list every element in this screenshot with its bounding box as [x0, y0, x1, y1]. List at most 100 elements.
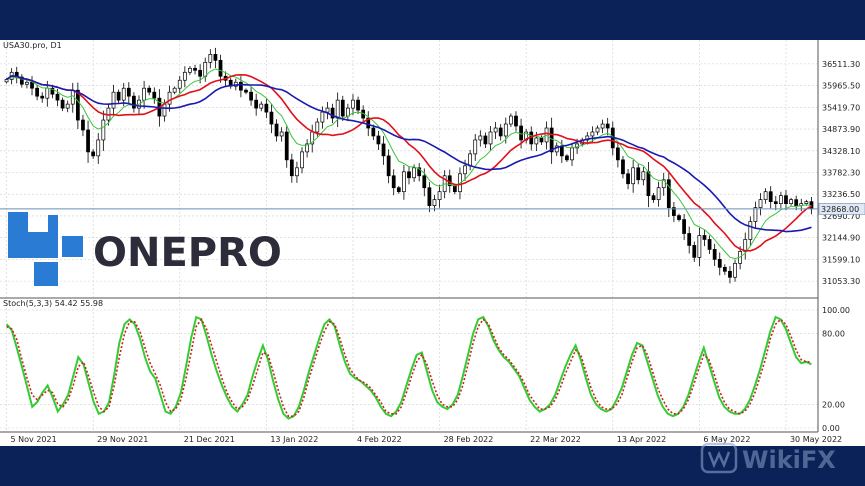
candle-body [381, 143, 386, 157]
current-price-box [818, 203, 865, 215]
candle-body [722, 266, 727, 272]
candle-body [407, 171, 411, 179]
candle-body [75, 89, 80, 121]
candle-body [687, 233, 692, 246]
price-tick-label: 33236.50 [822, 190, 860, 199]
candle-body [345, 107, 350, 117]
stoch-tick-label: 0.00 [822, 424, 840, 433]
candle-body [40, 95, 45, 99]
candle-body [330, 107, 335, 119]
candle-body [498, 127, 503, 137]
logo-mark-corner-square [34, 262, 58, 286]
candle-body [631, 167, 636, 185]
wikifx-watermark: WikiFX [700, 442, 836, 474]
candle-body [488, 131, 493, 145]
candle-body [728, 270, 732, 278]
candle-body [376, 135, 381, 145]
logo-mark-small-square [62, 236, 83, 257]
price-tick-label: 35965.50 [822, 82, 860, 91]
stochastic-lines [5, 315, 812, 420]
candle-body [91, 151, 96, 157]
candle-body [422, 175, 427, 189]
stoch-tick-label: 20.00 [822, 400, 845, 409]
candle-body [753, 207, 758, 222]
candle-body [177, 79, 182, 89]
candle-body [35, 87, 39, 97]
time-tick-label: 21 Dec 2021 [184, 435, 235, 444]
candle-body [366, 117, 371, 129]
time-tick-label: 13 Jan 2022 [270, 435, 318, 444]
candle-body [198, 69, 203, 77]
logo-text: ONEPRO [93, 230, 282, 276]
candle-body [81, 119, 85, 131]
price-tick-label: 35419.70 [822, 103, 860, 112]
candle-body [463, 165, 467, 175]
candle-body [25, 81, 29, 85]
price-tick-label: 33782.30 [822, 169, 860, 178]
candle-body [748, 221, 753, 240]
candle-body [432, 199, 437, 206]
candle-body [646, 171, 651, 197]
time-tick-label: 6 May 2022 [703, 435, 750, 444]
candle-body [605, 123, 610, 129]
candle-body [427, 187, 432, 206]
candle-body [167, 91, 172, 105]
candle-body [794, 199, 799, 206]
candle-body [96, 139, 101, 157]
candle-body [86, 129, 90, 153]
candle-body [147, 87, 152, 93]
price-grid [0, 63, 818, 429]
candle-body [315, 121, 320, 133]
time-tick-label: 30 May 2022 [790, 435, 842, 444]
candle-body [335, 99, 340, 119]
candle-body [274, 123, 279, 137]
price-tick-label: 34873.90 [822, 125, 860, 134]
candle-body [559, 145, 564, 157]
candle-body [437, 191, 442, 201]
candle-body [152, 91, 157, 99]
candle-body [473, 139, 478, 155]
candle-body [4, 79, 9, 83]
moving-averages [6, 68, 812, 260]
symbol-label: USA30.pro, D1 [3, 41, 62, 50]
chart-frame: 36511.30 35965.50 35419.70 34873.90 34328.10… [0, 40, 865, 446]
time-tick-label: 29 Nov 2021 [97, 435, 148, 444]
candle-body [733, 262, 737, 278]
logo-mark [8, 212, 58, 258]
time-tick-label: 4 Feb 2022 [357, 435, 402, 444]
candle-body [768, 191, 773, 202]
price-tick-label: 31053.30 [822, 277, 860, 286]
candle-body [264, 103, 269, 113]
stoch-d-line [6, 317, 812, 418]
candle-body [208, 54, 213, 63]
candle-body [702, 235, 707, 240]
candle-body [412, 167, 416, 179]
price-tick-label: 32144.90 [822, 234, 860, 243]
candle-body [142, 87, 146, 101]
candle-body [519, 125, 523, 141]
candle-body [305, 143, 309, 153]
candle-body [534, 137, 539, 145]
stoch-label: Stoch(5,3,3) 54.42 55.98 [3, 299, 103, 308]
candle-body [712, 249, 717, 260]
candle-body [356, 99, 360, 111]
time-tick-label: 22 Mar 2022 [530, 435, 581, 444]
price-tick-label: 36511.30 [822, 60, 860, 69]
candle-body [804, 201, 809, 204]
candle-body [19, 76, 24, 85]
candle-body [391, 175, 396, 189]
candle-body [269, 111, 274, 125]
candle-body [651, 195, 656, 201]
candle-body [779, 195, 783, 204]
candle-body [121, 87, 126, 101]
candle-body [218, 59, 223, 77]
price-axis-labels: 36511.30 35965.50 35419.70 34873.90 34328.10… [822, 60, 860, 286]
onepro-logo: ONEPRO [8, 212, 282, 286]
candle-body [763, 191, 768, 201]
candle-body [396, 187, 401, 193]
candle-body [254, 99, 259, 109]
candle-body [65, 103, 70, 109]
time-tick-label: 28 Feb 2022 [444, 435, 494, 444]
price-tick-label: 32690.70 [822, 212, 860, 221]
price-tick-label: 34328.10 [822, 147, 860, 156]
